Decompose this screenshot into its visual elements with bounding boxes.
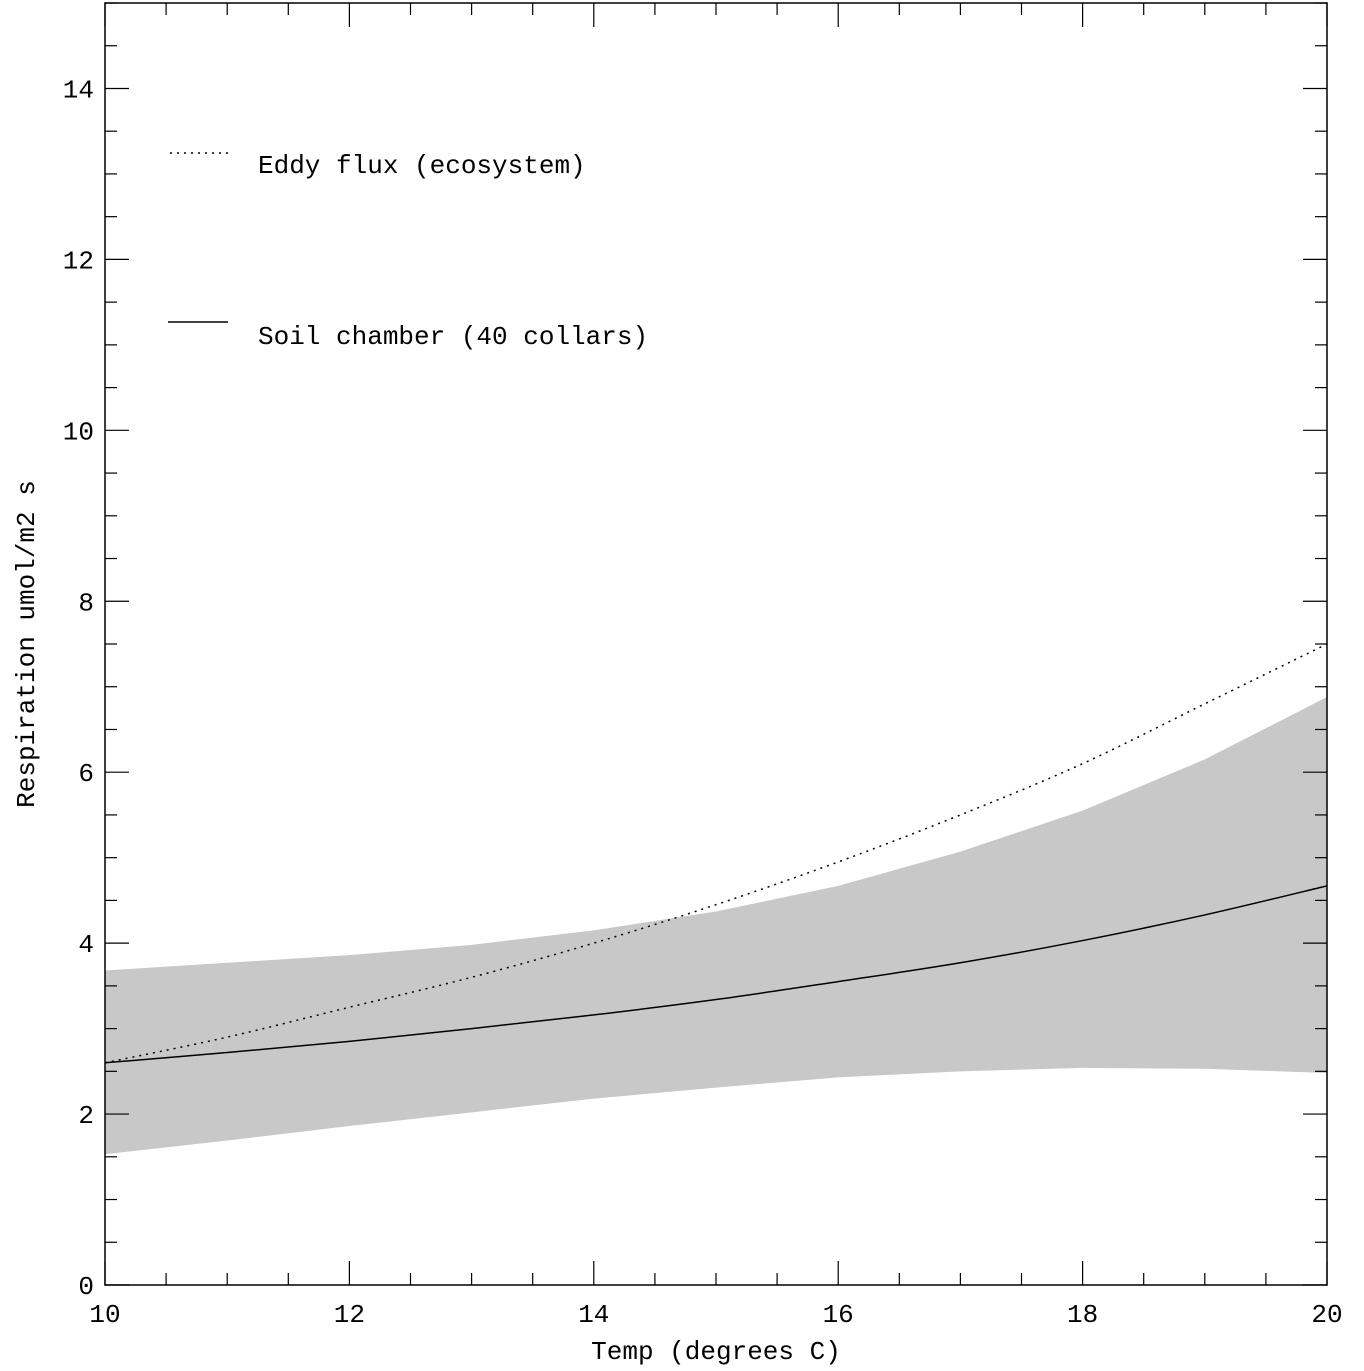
x-tick-label: 18 <box>1067 1300 1098 1330</box>
y-tick-label: 2 <box>78 1101 94 1131</box>
series-layer <box>104 643 1328 1064</box>
x-tick-label: 20 <box>1311 1300 1342 1330</box>
y-tick-label: 0 <box>78 1272 94 1302</box>
ticks-layer <box>104 2 1328 1286</box>
y-tick-label: 8 <box>78 588 94 618</box>
y-tick-label: 6 <box>78 759 94 789</box>
y-tick-label: 4 <box>78 930 94 960</box>
tick-labels-layer: 10 12 14 16 18 20 0 2 4 6 8 10 12 14 <box>63 75 1343 1330</box>
x-axis-title: Temp (degrees C) <box>591 1337 841 1367</box>
x-tick-label: 16 <box>823 1300 854 1330</box>
x-tick-label: 14 <box>578 1300 609 1330</box>
confidence-band <box>105 696 1327 1155</box>
y-tick-label: 14 <box>63 75 94 105</box>
legend-label-eddy-flux: Eddy flux (ecosystem) <box>258 151 586 181</box>
x-tick-label: 12 <box>334 1300 365 1330</box>
y-axis-title: Respiration umol/m2 s <box>12 480 42 808</box>
y-tick-label: 10 <box>63 417 94 447</box>
legend-label-soil-chamber: Soil chamber (40 collars) <box>258 322 648 352</box>
confidence-band-layer <box>105 696 1327 1155</box>
legend: Eddy flux (ecosystem) Soil chamber (40 c… <box>168 151 648 352</box>
series-line-soil-chamber <box>104 885 1328 1064</box>
x-tick-label: 10 <box>89 1300 120 1330</box>
series-line-eddy-flux <box>104 643 1328 1064</box>
y-tick-label: 12 <box>63 246 94 276</box>
